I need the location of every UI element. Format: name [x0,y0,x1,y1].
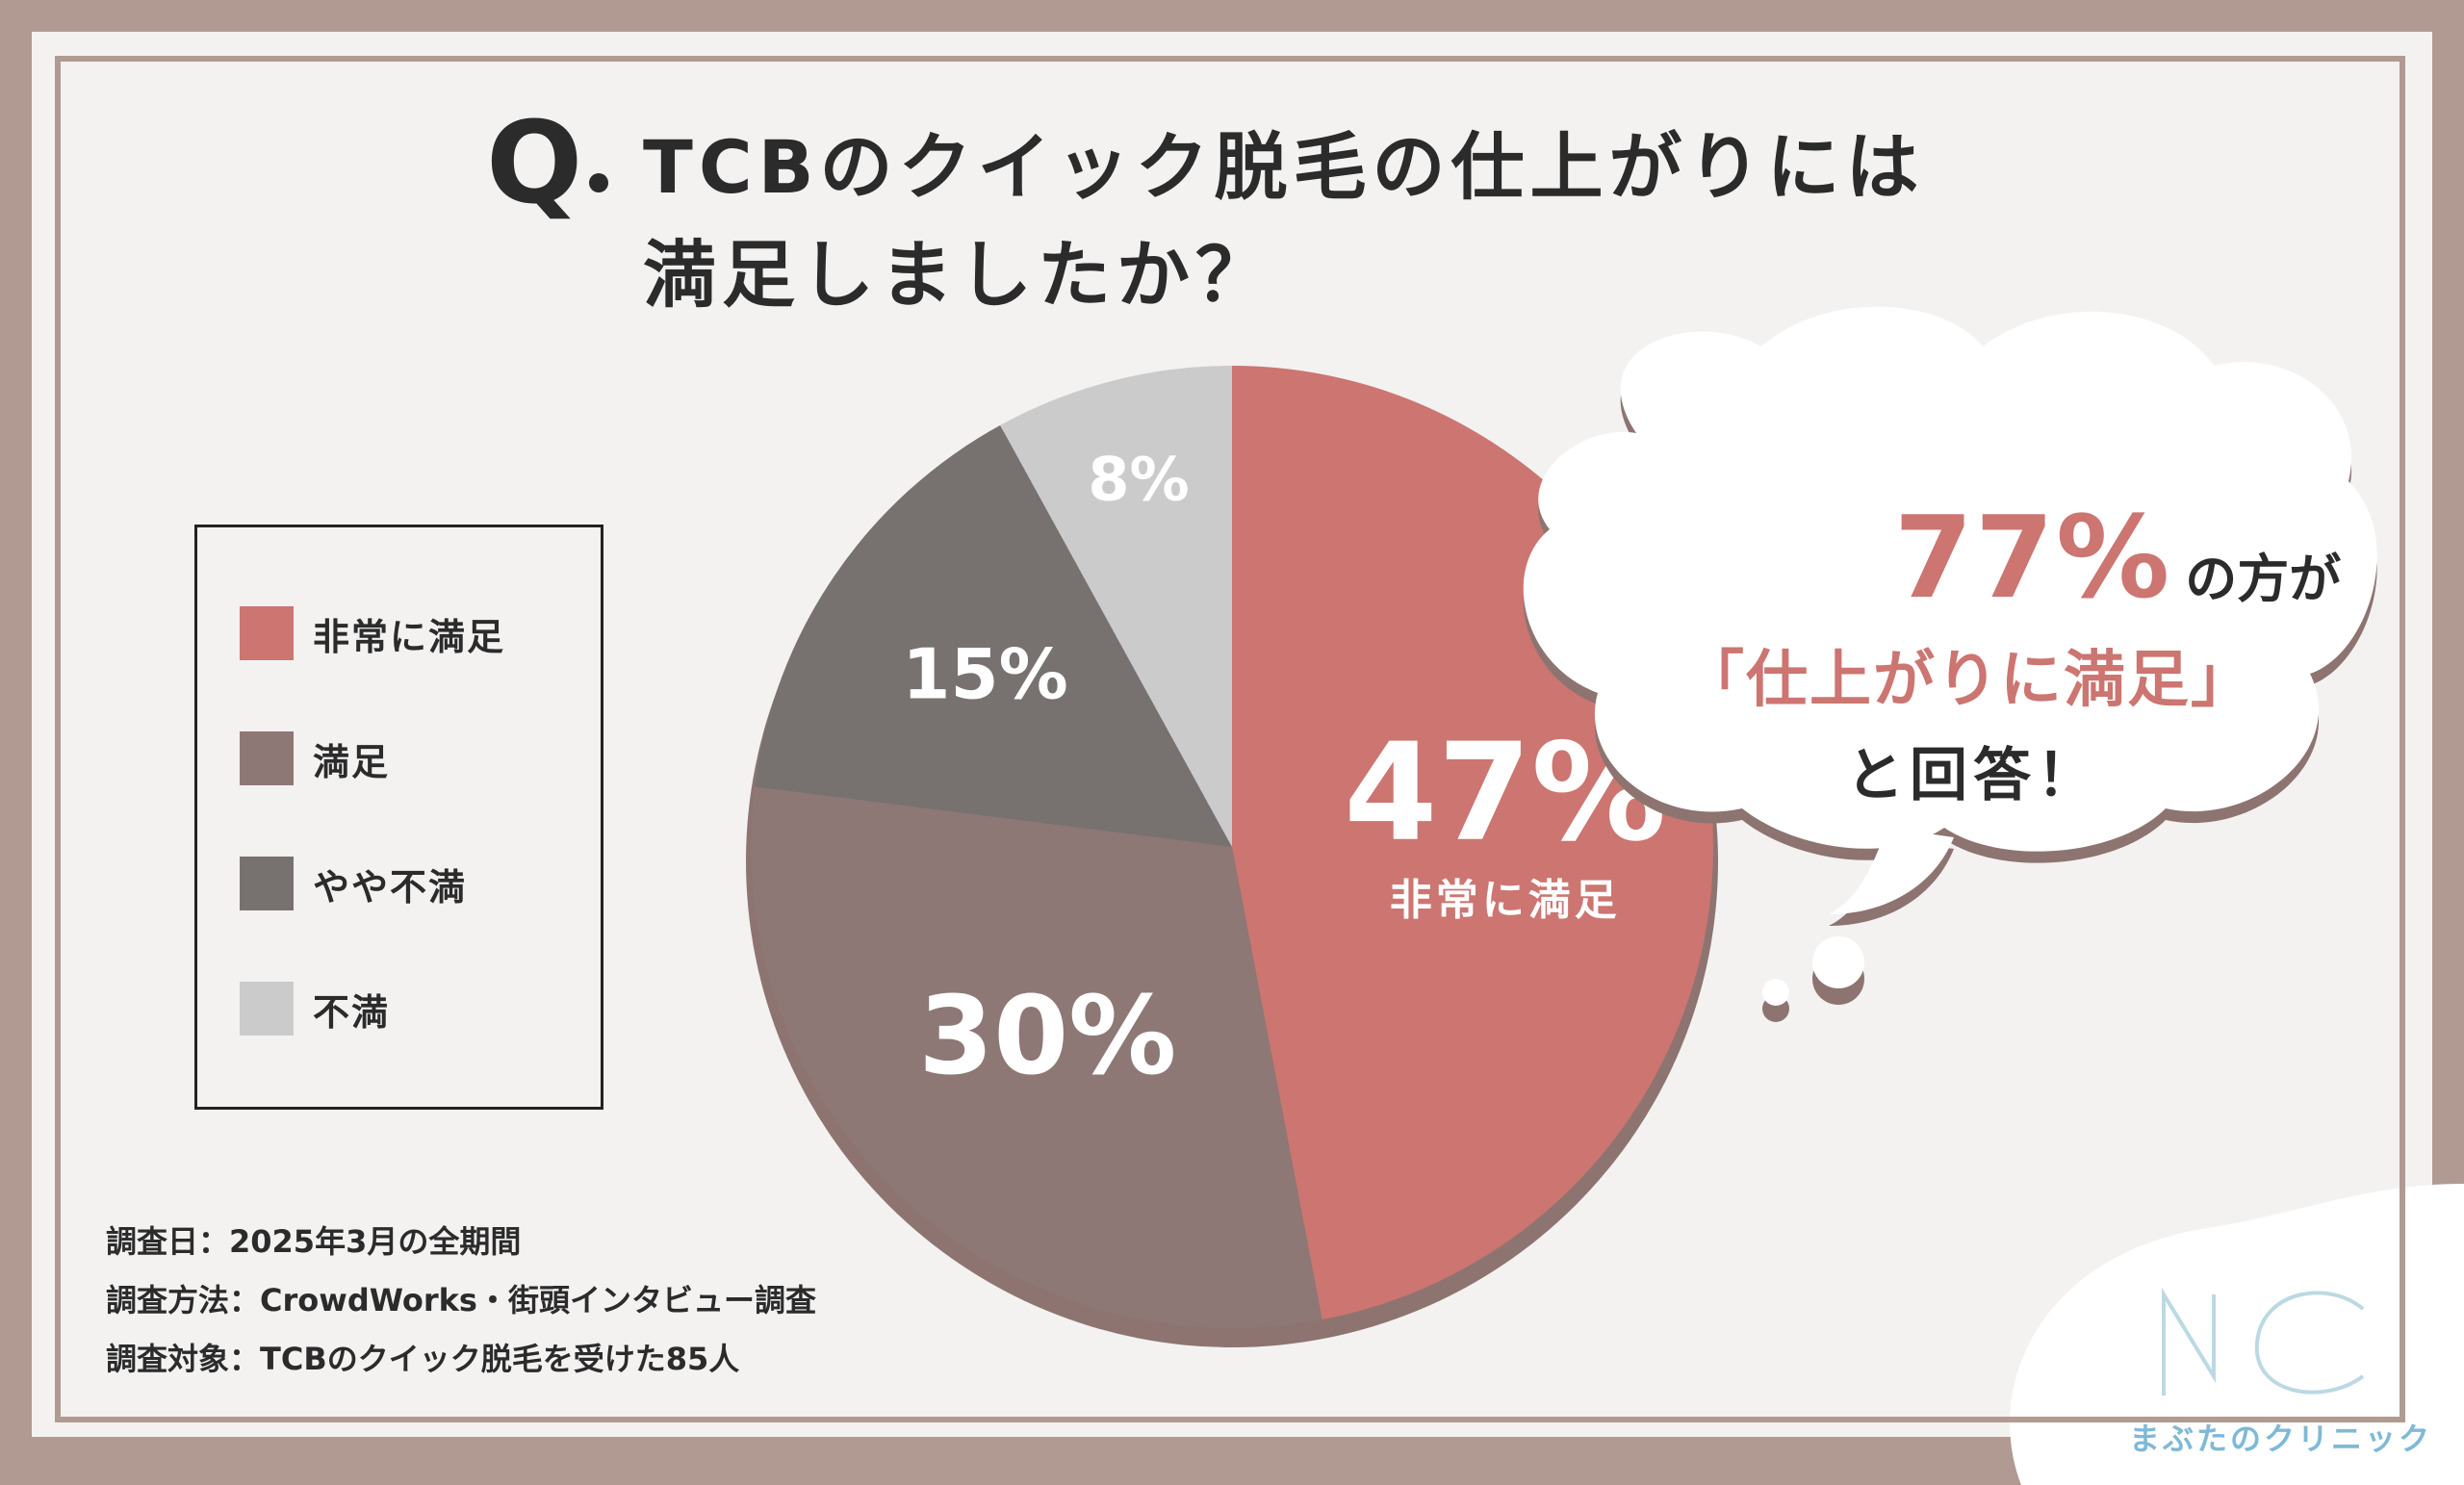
legend: 非常に満足 満足 やや不満 不満 [194,525,603,1110]
legend-swatch-0 [240,606,294,660]
survey-date: 調査日：2025年3月の全期間 [106,1223,522,1260]
question-title: TCBのクイック脱毛の仕上がりには 満足しましたか？ [643,114,1925,329]
legend-label-0: 非常に満足 [313,615,506,658]
question-dot [589,173,608,192]
pie-label-3: 8% [1088,444,1189,514]
legend-label-3: 不満 [313,990,391,1034]
question-line-2: 満足しましたか？ [643,232,1274,318]
legend-swatch-1 [240,731,294,785]
question-prefix: Q [486,96,582,229]
callout-suffix: の方が [2185,549,2342,609]
survey-method: 調査方法：CrowdWorks・街頭インタビュー調査 [106,1282,816,1319]
callout-percent: 77% [1893,491,2172,624]
callout-phrase: 「仕上がりに満足」 [1682,645,2254,716]
pie-label-1: 30% [918,974,1176,1099]
callout-line-1: 77% の方が [1636,491,2464,624]
pie-label-2: 15% [902,633,1067,714]
pie-inner-label: 非常に満足 [1390,876,1621,925]
legend-item-0: 非常に満足 [240,606,505,660]
survey-target: 調査対象：TCBのクイック脱毛を受けた85人 [106,1341,740,1377]
legend-item-2: やや不満 [240,857,467,910]
question-line-1: TCBのクイック脱毛の仕上がりには [643,124,1925,210]
legend-label-2: やや不満 [313,865,468,909]
legend-label-1: 満足 [313,740,391,783]
callout-ending: と回答！ [1846,742,2100,809]
mc-logo-icon [2162,1287,2365,1395]
pie-slice-3 [1000,366,1232,847]
legend-swatch-2 [240,857,294,910]
legend-item-3: 不満 [240,982,390,1036]
pie-slice-2 [754,424,1232,847]
frame-border [55,56,2405,1422]
legend-item-1: 満足 [240,731,390,785]
legend-swatch-3 [240,982,294,1036]
clinic-name: まぶたのクリニック [2129,1421,2433,1457]
pie-slice-1 [751,786,1322,1328]
